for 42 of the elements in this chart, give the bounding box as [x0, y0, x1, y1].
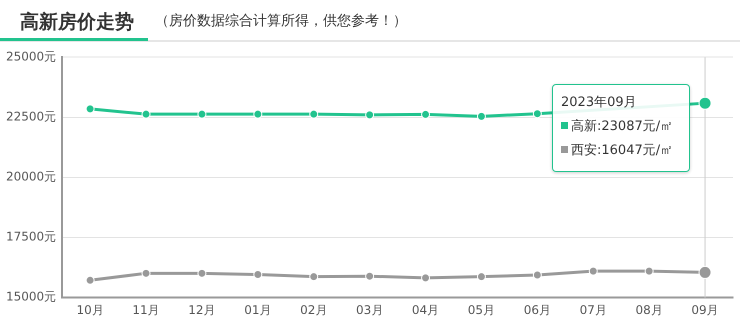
point: [644, 266, 654, 276]
x-tick-label: 03月: [356, 302, 384, 317]
x-tick-label: 09月: [691, 302, 719, 317]
point: [532, 109, 542, 118]
annotation: 2023年09月: [561, 94, 638, 111]
annotation: :16047元/㎡: [597, 143, 674, 158]
point: [142, 268, 151, 278]
point: [309, 272, 318, 282]
x-tick-label: 12月: [188, 302, 216, 317]
point: [86, 276, 95, 285]
x-tick-label: 05月: [468, 302, 496, 317]
y-tick-label: 25000元: [6, 49, 56, 64]
x-tick-label: 01月: [244, 302, 272, 317]
chart-subtitle: （房价数据综合计算所得，供您参考！）: [155, 12, 407, 30]
y-tick-label: 20000元: [6, 170, 56, 184]
point: [365, 272, 374, 281]
point: [476, 272, 486, 282]
point: [365, 110, 374, 120]
point: [476, 112, 486, 121]
point: [588, 266, 598, 276]
chart-title: 高新房价走势: [20, 10, 134, 35]
x-tick-label: 06月: [524, 302, 551, 317]
annotation: :23087元/㎡: [597, 119, 674, 134]
x-tick-label: 04月: [412, 302, 440, 317]
y-tick-label: 22500元: [6, 109, 56, 124]
y-tick-label: 17500元: [6, 230, 56, 244]
legend-label: 高新: [571, 119, 597, 134]
x-tick-label: 11月: [132, 302, 160, 317]
y-tick-label: 15000元: [6, 290, 56, 304]
point: [197, 268, 206, 278]
legend-label: 西安: [571, 143, 597, 158]
point: [309, 110, 318, 119]
x-tick-label: 08月: [636, 302, 663, 317]
point: [142, 110, 151, 119]
x-tick-label: 07月: [580, 302, 607, 317]
point: [421, 110, 430, 119]
point: [421, 273, 430, 282]
x-tick-label: 02月: [300, 302, 328, 317]
point: [253, 110, 262, 119]
point: [86, 104, 95, 114]
point: [197, 110, 206, 119]
x-tick-label: 10月: [76, 302, 104, 317]
